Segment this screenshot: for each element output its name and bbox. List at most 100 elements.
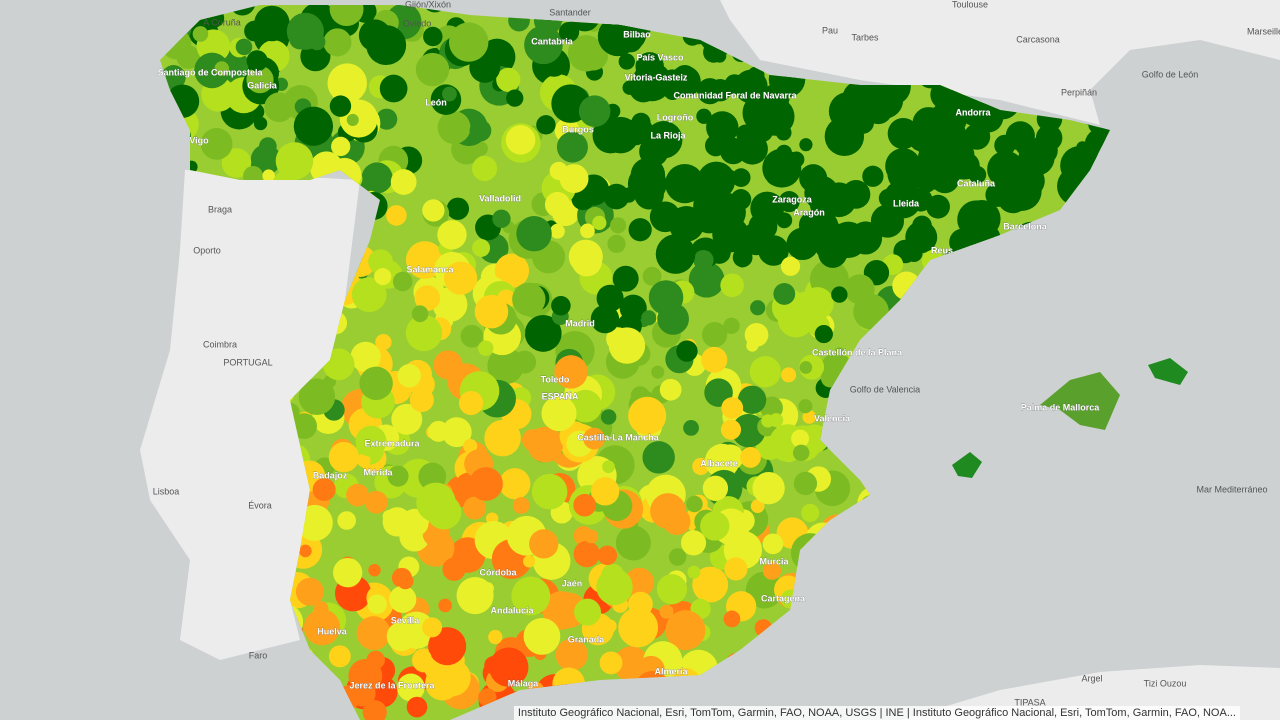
region-patch xyxy=(825,242,839,256)
region-patch xyxy=(778,191,800,213)
place-label: Galicia xyxy=(247,80,278,90)
region-patch xyxy=(460,324,484,348)
region-patch xyxy=(656,574,688,605)
region-patch xyxy=(591,477,620,506)
place-label: Marseille xyxy=(1247,26,1280,36)
region-patch xyxy=(446,197,470,220)
region-patch xyxy=(988,182,1010,204)
region-patch xyxy=(671,220,692,241)
place-label: León xyxy=(425,97,447,107)
region-patch xyxy=(328,645,351,668)
place-label: Salamanca xyxy=(406,264,454,274)
region-patch xyxy=(555,638,588,671)
region-patch xyxy=(696,108,712,124)
region-patch xyxy=(918,145,941,168)
region-patch xyxy=(630,157,666,193)
region-patch xyxy=(615,525,651,561)
region-patch xyxy=(358,19,391,52)
region-patch xyxy=(443,261,478,295)
region-patch xyxy=(524,315,562,352)
region-patch xyxy=(882,209,901,229)
region-patch xyxy=(506,89,524,107)
region-patch xyxy=(762,148,802,188)
place-label: Córdoba xyxy=(480,567,518,577)
region-patch xyxy=(659,378,682,401)
region-patch xyxy=(687,565,701,579)
region-patch xyxy=(736,124,756,144)
region-patch xyxy=(666,620,690,645)
region-patch xyxy=(799,361,813,374)
region-patch xyxy=(859,236,875,252)
region-patch xyxy=(793,471,818,496)
region-patch xyxy=(391,403,423,435)
region-patch xyxy=(333,557,363,588)
region-patch xyxy=(351,277,387,313)
region-patch xyxy=(573,493,596,517)
place-label: TIPASA xyxy=(1014,697,1045,707)
region-patch xyxy=(390,169,417,195)
place-label: PORTUGAL xyxy=(223,357,272,367)
region-patch xyxy=(700,511,730,541)
place-label: Cartagena xyxy=(761,593,806,603)
region-patch xyxy=(801,287,834,320)
region-patch xyxy=(367,594,387,614)
region-patch xyxy=(930,116,967,153)
region-patch xyxy=(411,305,429,323)
region-patch xyxy=(496,67,521,92)
place-label: Carcasona xyxy=(1016,34,1060,44)
region-patch xyxy=(254,5,290,42)
region-patch xyxy=(642,441,675,474)
region-patch xyxy=(329,95,352,117)
region-patch xyxy=(428,420,449,442)
region-patch xyxy=(949,151,978,180)
place-label: ESPAÑA xyxy=(542,391,579,401)
region-patch xyxy=(293,106,334,146)
region-patch xyxy=(275,142,314,180)
place-label: Madrid xyxy=(565,318,595,328)
place-label: Vitoria-Gasteiz xyxy=(625,72,688,82)
attribution: Instituto Geográfico Nacional, Esri, Tom… xyxy=(513,706,1240,720)
place-label: Santiago de Compostela xyxy=(157,67,263,77)
region-patch xyxy=(688,261,725,298)
region-patch xyxy=(376,108,398,130)
region-patch xyxy=(651,365,665,379)
region-patch xyxy=(437,111,471,145)
region-patch xyxy=(551,295,571,316)
place-label: Andorra xyxy=(955,107,991,117)
region-patch xyxy=(246,66,274,94)
place-label: Golfo de Valencia xyxy=(850,384,920,394)
place-label: Mérida xyxy=(363,467,393,477)
region-patch xyxy=(596,284,624,312)
region-patch xyxy=(756,97,795,136)
place-label: Golfo de León xyxy=(1142,69,1199,79)
region-patch xyxy=(489,647,529,687)
region-patch xyxy=(668,548,687,566)
region-patch xyxy=(422,199,445,222)
region-patch xyxy=(626,125,647,146)
place-label: Gijón/Xixón xyxy=(405,0,451,9)
place-label: Castilla-La Mancha xyxy=(577,432,660,442)
region-patch xyxy=(814,324,833,344)
region-patch xyxy=(415,52,450,87)
region-patch xyxy=(610,217,627,234)
region-patch xyxy=(558,21,580,43)
region-patch xyxy=(628,396,667,435)
region-patch xyxy=(618,53,635,70)
region-patch xyxy=(701,346,728,373)
region-patch xyxy=(364,490,388,514)
place-label: Bilbao xyxy=(623,29,651,39)
place-label: Valladolid xyxy=(479,193,521,203)
place-label: Pau xyxy=(822,25,838,35)
region-patch xyxy=(720,273,744,298)
place-label: Valencia xyxy=(814,413,851,423)
region-patch xyxy=(536,115,556,135)
place-label: Castellón de la Plana xyxy=(812,347,903,357)
region-patch xyxy=(406,696,428,718)
region-patch xyxy=(484,656,503,675)
mallorca xyxy=(1040,372,1120,430)
region-patch xyxy=(512,282,546,316)
region-patch xyxy=(524,25,563,65)
region-patch xyxy=(463,496,487,520)
